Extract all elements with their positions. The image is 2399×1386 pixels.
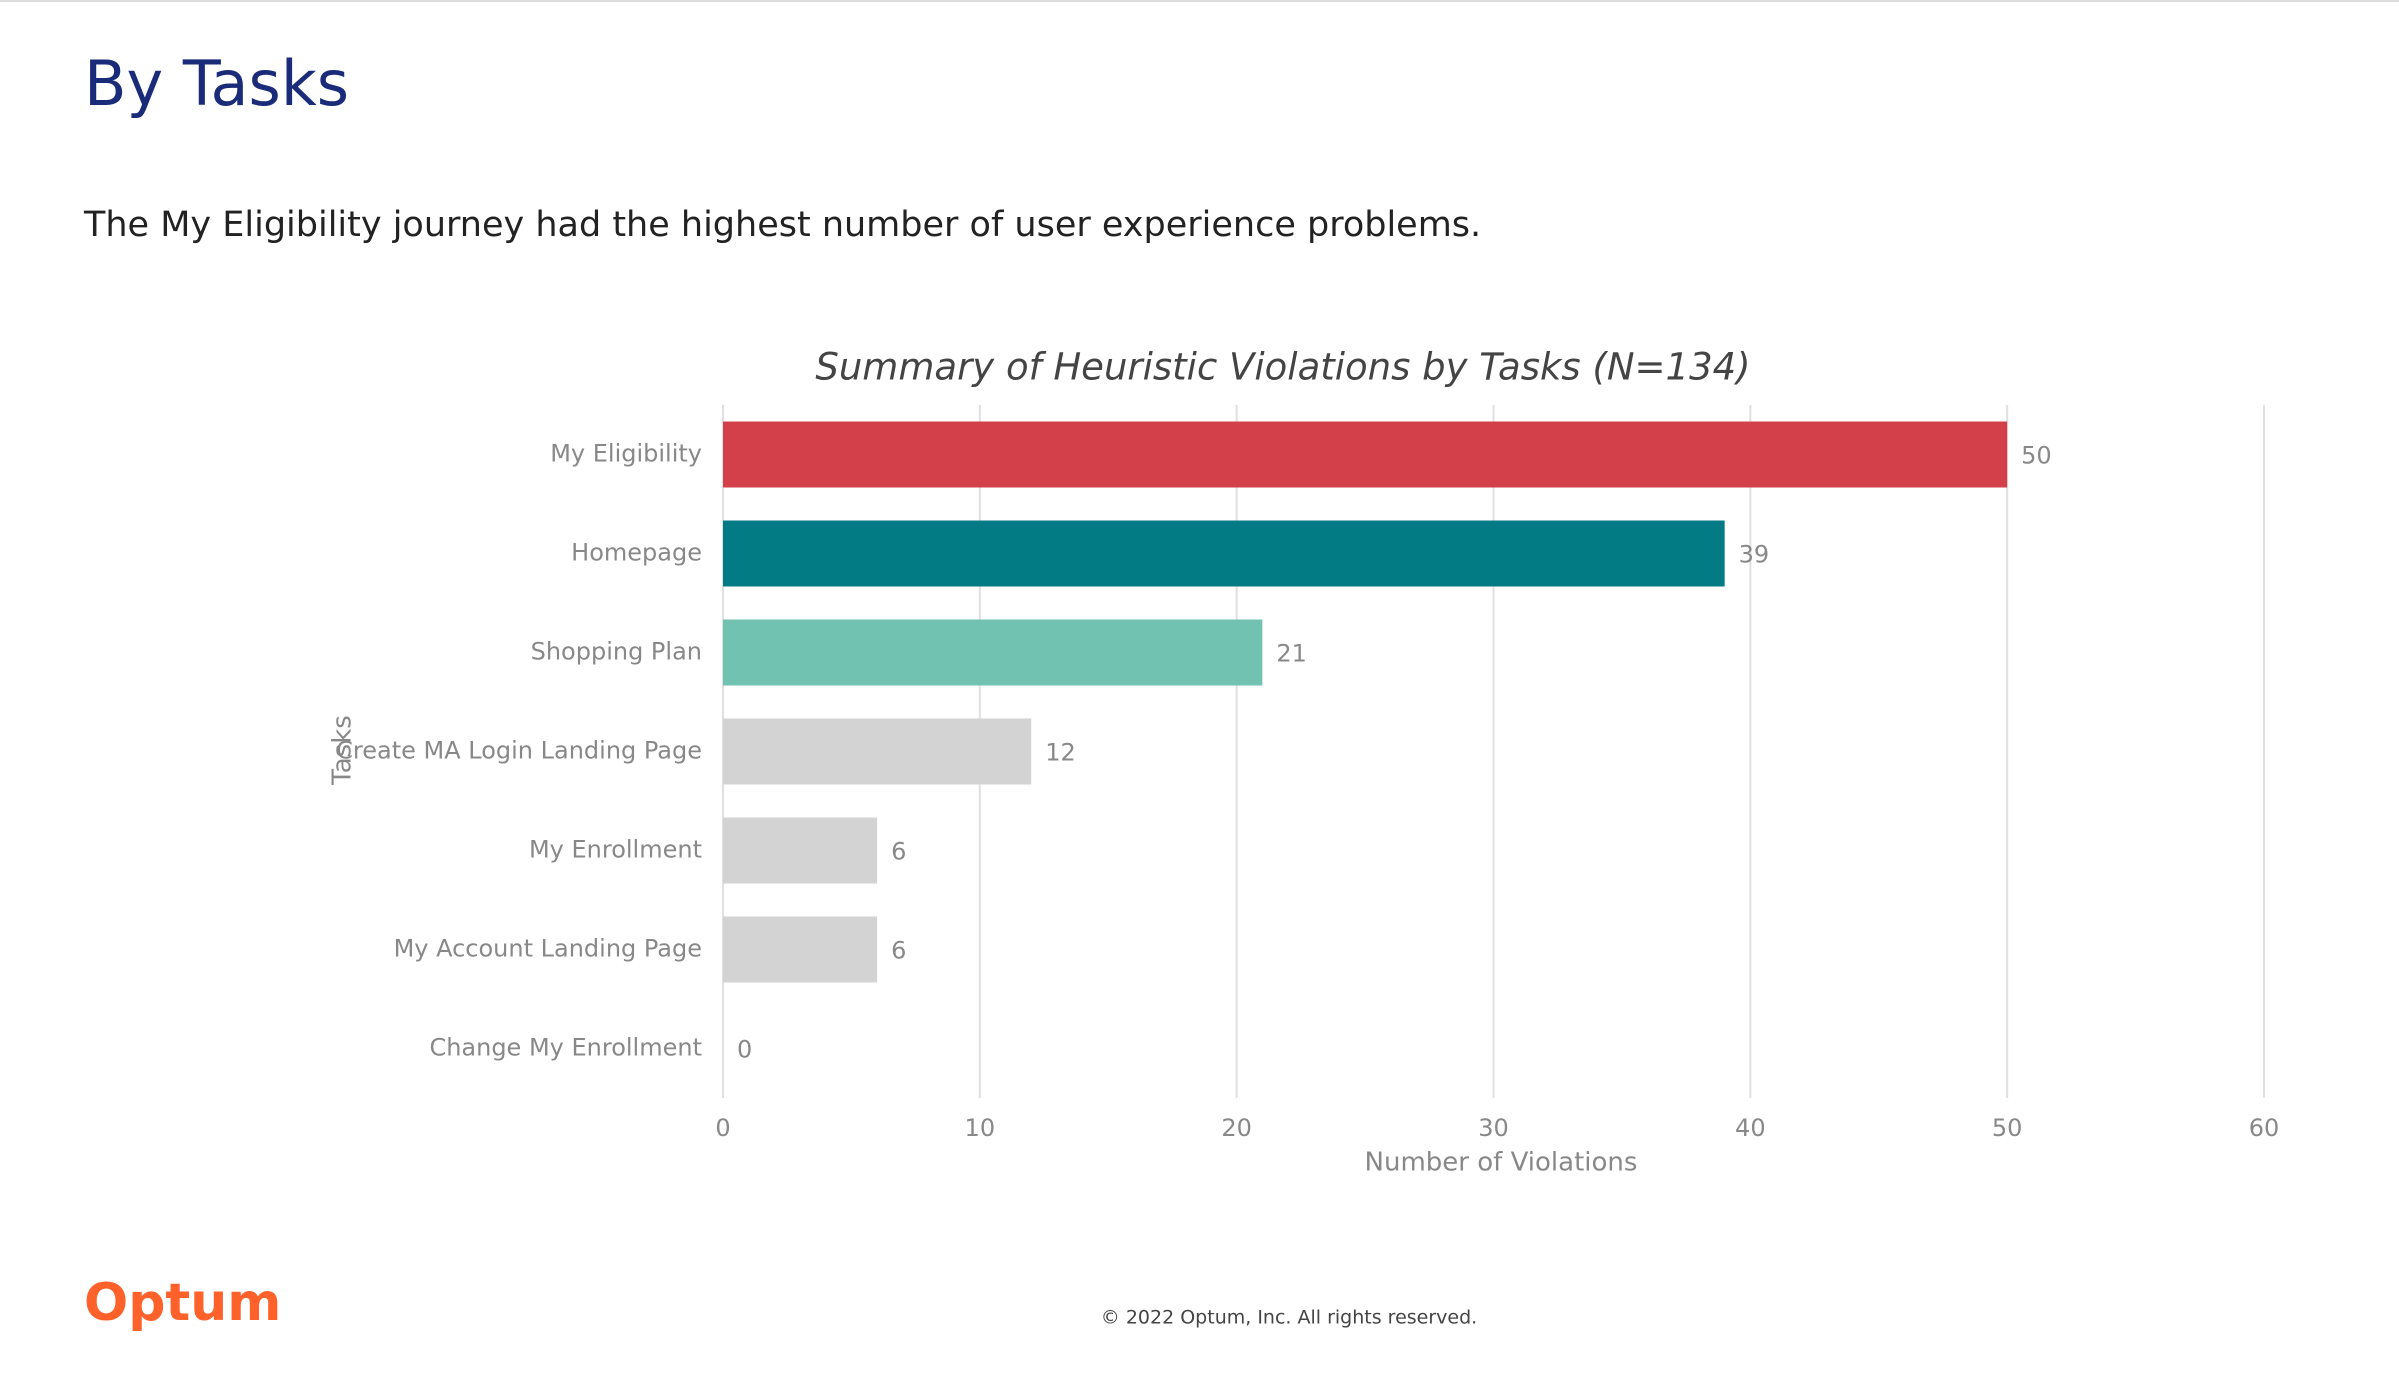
value-label: 12	[1045, 739, 1076, 767]
y-tick-label: My Eligibility	[550, 440, 702, 468]
value-label: 39	[1739, 541, 1770, 569]
y-tick-label: My Enrollment	[529, 836, 702, 864]
value-label: 6	[891, 937, 906, 965]
x-tick-label: 10	[965, 1114, 996, 1142]
x-tick-label: 60	[2249, 1114, 2280, 1142]
y-tick-label: Create MA Login Landing Page	[336, 737, 702, 765]
x-tick-label: 20	[1221, 1114, 1252, 1142]
bar	[723, 421, 2008, 488]
value-label: 50	[2021, 442, 2052, 470]
bar	[723, 520, 1725, 587]
bar	[723, 619, 1263, 686]
x-axis-label: Number of Violations	[1365, 1148, 1638, 1178]
x-tick-label: 30	[1478, 1114, 1509, 1142]
chart-title: Summary of Heuristic Violations by Tasks…	[815, 346, 1750, 389]
x-tick-label: 0	[715, 1114, 730, 1142]
bar	[723, 916, 878, 983]
bar	[723, 718, 1032, 785]
value-label: 0	[737, 1036, 752, 1064]
copyright: © 2022 Optum, Inc. All rights reserved.	[1101, 1307, 1477, 1329]
y-tick-label: Change My Enrollment	[429, 1034, 702, 1062]
value-label: 21	[1276, 640, 1307, 668]
value-label: 6	[891, 838, 906, 866]
y-tick-label: Homepage	[571, 539, 702, 567]
bar	[723, 817, 878, 884]
logo: Optum	[84, 1273, 282, 1333]
x-tick-label: 40	[1735, 1114, 1766, 1142]
page-subtitle: The My Eligibility journey had the highe…	[83, 205, 1481, 245]
page-title: By Tasks	[84, 47, 349, 120]
y-tick-label: Shopping Plan	[531, 638, 702, 666]
y-tick-label: My Account Landing Page	[394, 935, 702, 963]
y-axis-label: Tasks	[328, 715, 358, 786]
x-tick-label: 50	[1992, 1114, 2023, 1142]
